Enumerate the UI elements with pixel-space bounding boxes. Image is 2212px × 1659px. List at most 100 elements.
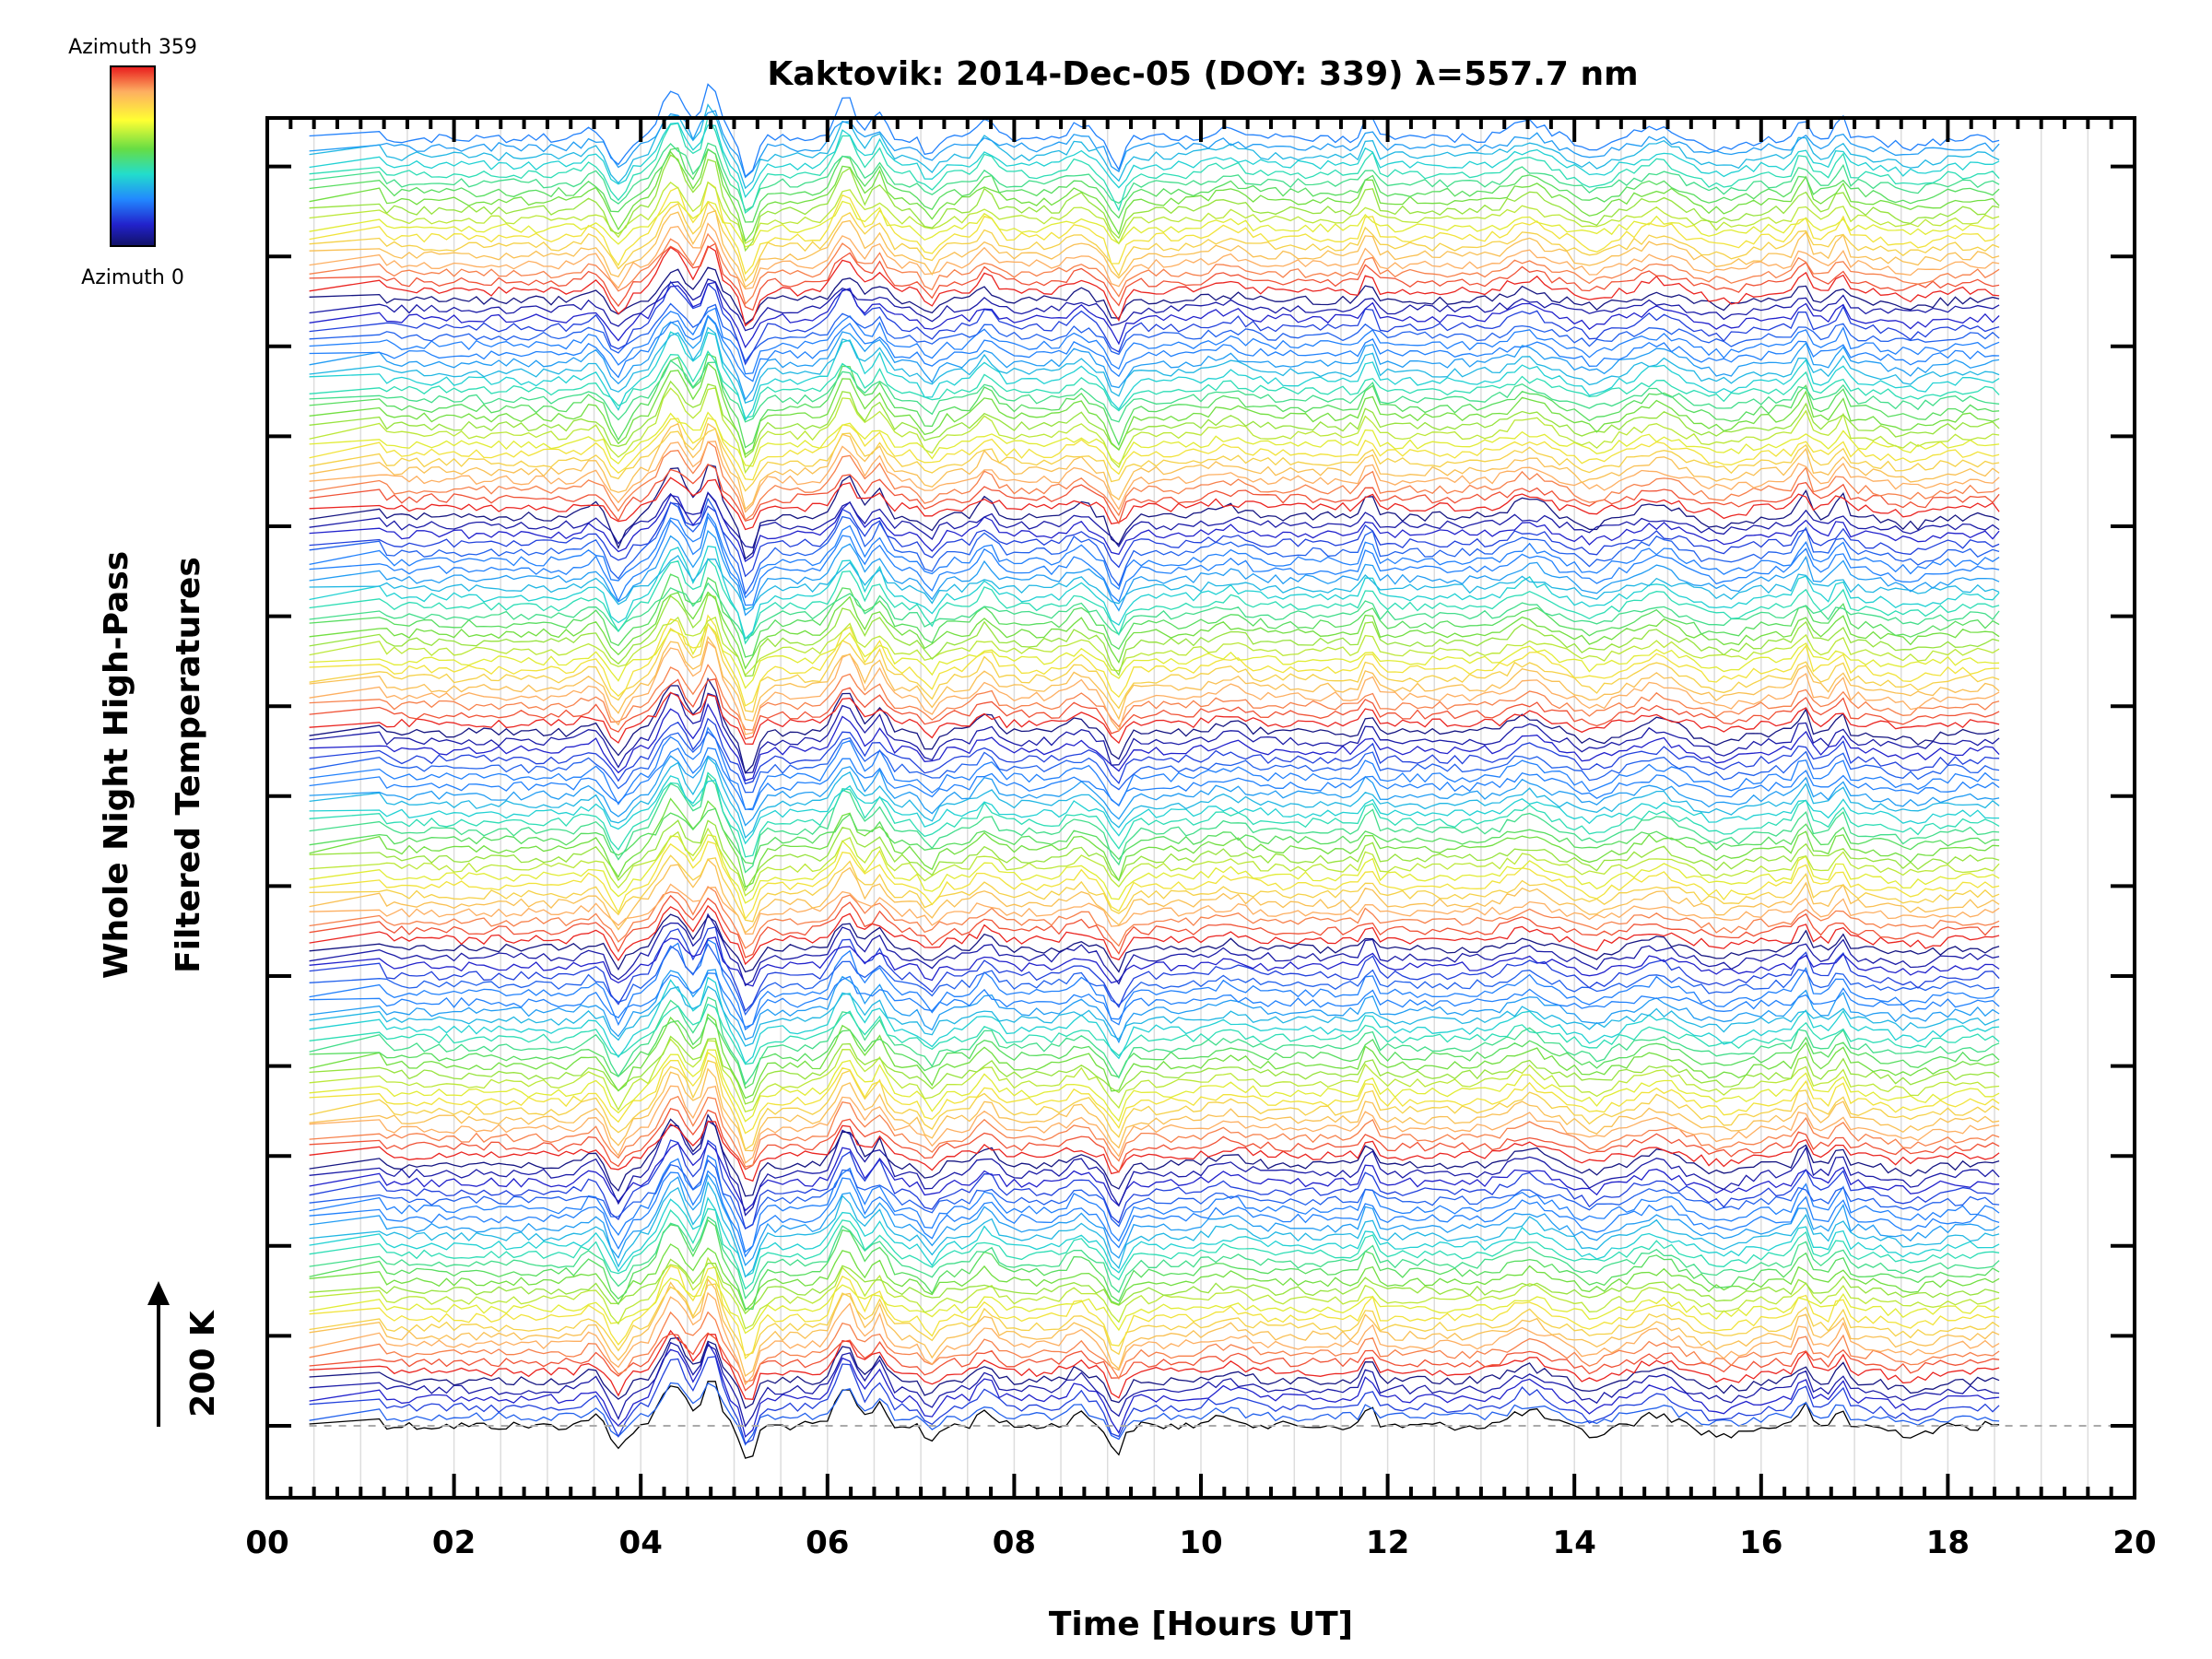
series-line-129 bbox=[309, 222, 2000, 290]
series-line-126 bbox=[309, 245, 2000, 327]
series-line-66 bbox=[309, 773, 2000, 874]
series-line-138 bbox=[309, 142, 2000, 212]
series-line-86 bbox=[309, 616, 2000, 677]
series-line-117 bbox=[309, 326, 2000, 404]
series-line-142 bbox=[309, 110, 2000, 179]
series-line-42 bbox=[309, 996, 2000, 1086]
series-line-108 bbox=[309, 417, 2000, 481]
series-line-12 bbox=[309, 1265, 2000, 1360]
series-line-112 bbox=[309, 362, 2000, 456]
axis-ticks bbox=[265, 118, 2136, 1498]
series-line-87 bbox=[309, 594, 2000, 677]
series-line-53 bbox=[309, 913, 2000, 973]
series-line-37 bbox=[309, 1049, 2000, 1123]
series-line-36 bbox=[309, 1051, 2000, 1135]
series-line-39 bbox=[309, 1035, 2000, 1105]
series-line-137 bbox=[309, 147, 2000, 223]
series-line-72 bbox=[309, 726, 2000, 811]
series-line-20 bbox=[309, 1196, 2000, 1277]
series-line-75 bbox=[309, 702, 2000, 782]
series-line-41 bbox=[309, 1016, 2000, 1089]
series-line-116 bbox=[309, 331, 2000, 422]
series-line-54 bbox=[309, 904, 2000, 966]
series-line-24 bbox=[309, 1154, 2000, 1253]
series-line-28 bbox=[309, 1120, 2000, 1217]
series-line-123 bbox=[309, 281, 2000, 349]
series-line-22 bbox=[309, 1173, 2000, 1266]
series-line-124 bbox=[309, 277, 2000, 332]
series-line-71 bbox=[309, 747, 2000, 811]
series-line-14 bbox=[309, 1256, 2000, 1330]
series-line-19 bbox=[309, 1207, 2000, 1290]
series-line-18 bbox=[309, 1216, 2000, 1300]
series-line-83 bbox=[309, 622, 2000, 713]
series-line-102 bbox=[309, 477, 2000, 531]
x-tick-label-20: 20 bbox=[2112, 1524, 2156, 1561]
series-line-7 bbox=[309, 1332, 2000, 1392]
series-line-134 bbox=[309, 181, 2000, 245]
x-tick-label-08: 08 bbox=[993, 1524, 1036, 1561]
series-line-78 bbox=[309, 691, 2000, 745]
x-tick-label-18: 18 bbox=[1926, 1524, 1970, 1561]
series-line-16 bbox=[309, 1243, 2000, 1312]
series-line-81 bbox=[309, 641, 2000, 735]
series-line-58 bbox=[309, 858, 2000, 934]
series-line-107 bbox=[309, 428, 2000, 492]
series-line-15 bbox=[309, 1258, 2000, 1315]
series-line-90 bbox=[309, 582, 2000, 640]
x-tick-label-14: 14 bbox=[1553, 1524, 1596, 1561]
series-line-8 bbox=[309, 1311, 2000, 1383]
x-tick-label-02: 02 bbox=[432, 1524, 476, 1561]
series-line-47 bbox=[309, 972, 2000, 1029]
series-line-136 bbox=[309, 147, 2000, 243]
series-line-44 bbox=[309, 976, 2000, 1065]
series-line-82 bbox=[309, 635, 2000, 722]
series-line-120 bbox=[309, 307, 2000, 375]
series-line-106 bbox=[309, 422, 2000, 511]
series-line-59 bbox=[309, 854, 2000, 923]
series-line-110 bbox=[309, 387, 2000, 475]
series-line-88 bbox=[309, 591, 2000, 670]
series-line-109 bbox=[309, 411, 2000, 467]
series-line-26 bbox=[309, 1139, 2000, 1230]
series-line-122 bbox=[309, 280, 2000, 366]
series-layer bbox=[309, 83, 2000, 1459]
series-line-30 bbox=[309, 1121, 2000, 1182]
series-line-118 bbox=[309, 315, 2000, 401]
series-line-49 bbox=[309, 943, 2000, 1017]
x-tick-label-16: 16 bbox=[1739, 1524, 1783, 1561]
series-line-139 bbox=[309, 114, 2000, 215]
x-tick-labels: 00 02 04 06 08 10 12 14 16 18 20 bbox=[245, 1524, 2156, 1561]
series-line-93 bbox=[309, 554, 2000, 611]
series-line-95 bbox=[309, 515, 2000, 606]
series-line-96 bbox=[309, 512, 2000, 599]
series-line-10 bbox=[309, 1277, 2000, 1377]
x-tick-label-10: 10 bbox=[1179, 1524, 1222, 1561]
series-line-64 bbox=[309, 797, 2000, 888]
series-line-76 bbox=[309, 692, 2000, 774]
colorbar-bottom-label: Azimuth 0 bbox=[81, 266, 184, 289]
series-line-55 bbox=[309, 894, 2000, 959]
series-line-119 bbox=[309, 314, 2000, 382]
x-tick-label-06: 06 bbox=[806, 1524, 849, 1561]
series-line-100 bbox=[309, 491, 2000, 548]
series-line-105 bbox=[309, 441, 2000, 513]
series-line-113 bbox=[309, 353, 2000, 449]
series-line-94 bbox=[309, 529, 2000, 617]
series-line-128 bbox=[309, 232, 2000, 305]
series-line-34 bbox=[309, 1067, 2000, 1152]
x-tick-label-04: 04 bbox=[619, 1524, 663, 1561]
scale-indicator: 200 K bbox=[147, 1281, 222, 1427]
series-line-6 bbox=[309, 1329, 2000, 1400]
series-line-70 bbox=[309, 755, 2000, 827]
series-line-85 bbox=[309, 623, 2000, 689]
series-line-57 bbox=[309, 883, 2000, 935]
y-axis-label-line2: Filtered Temperatures bbox=[170, 557, 207, 973]
series-line-25 bbox=[309, 1159, 2000, 1230]
series-line-13 bbox=[309, 1275, 2000, 1335]
series-line-61 bbox=[309, 834, 2000, 904]
series-line-27 bbox=[309, 1142, 2000, 1212]
series-line-74 bbox=[309, 717, 2000, 785]
series-line-0 bbox=[309, 1381, 2000, 1459]
series-line-65 bbox=[309, 807, 2000, 865]
